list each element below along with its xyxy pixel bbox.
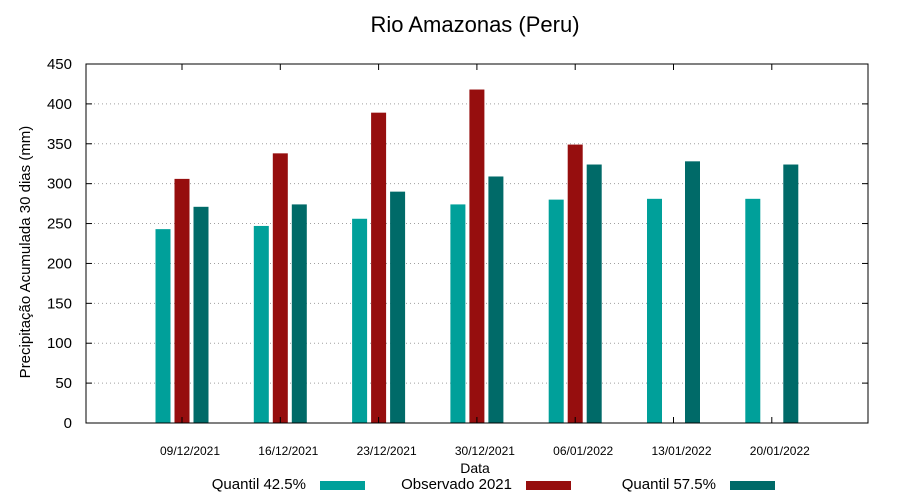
bar-2 <box>272 153 288 423</box>
legend-label: Quantil 57.5% <box>622 476 716 493</box>
bar-3 <box>291 204 307 423</box>
bar-2 <box>567 144 583 423</box>
bar-1 <box>450 204 466 423</box>
y-tick-label: 200 <box>47 255 72 272</box>
bar-1 <box>548 199 564 423</box>
axes-layer: 0 50 100 150 200 250 300 350 400 450 09/12/2021 16/… <box>47 56 869 458</box>
x-tick-label: 20/01/2022 <box>750 444 810 458</box>
chart-title: Rio Amazonas (Peru) <box>370 12 579 37</box>
x-tick-label: 30/12/2021 <box>455 444 515 458</box>
bar-1 <box>155 229 171 423</box>
x-tick-label: 06/01/2022 <box>553 444 613 458</box>
plot-frame <box>85 63 869 424</box>
x-tick-label: 13/01/2022 <box>651 444 711 458</box>
x-axis-label: Data <box>460 460 490 476</box>
bar-3 <box>783 164 799 423</box>
y-axis-label: Precipitação Acumulada 30 dias (mm) <box>17 126 34 379</box>
legend-swatch <box>320 481 365 490</box>
y-tick-label: 400 <box>47 96 72 113</box>
y-tick-label: 300 <box>47 176 72 193</box>
y-tick-label: 100 <box>47 335 72 352</box>
bar-3 <box>390 191 406 423</box>
bar-1 <box>647 198 662 423</box>
bar-2 <box>371 112 387 424</box>
bar-3 <box>193 206 209 423</box>
y-tick-label: 450 <box>47 56 72 73</box>
x-tick-label: 16/12/2021 <box>258 444 318 458</box>
x-tick-label: 23/12/2021 <box>357 444 417 458</box>
legend-label: Observado 2021 <box>401 476 512 493</box>
bar-3 <box>685 161 700 423</box>
bar-1 <box>253 225 269 423</box>
bars-layer <box>155 89 799 424</box>
bar-3 <box>488 176 504 423</box>
legend: Quantil 42.5% Observado 2021 Quantil 57.5% <box>212 476 775 493</box>
y-tick-label: 350 <box>47 136 72 153</box>
bar-2 <box>174 178 190 423</box>
y-tick-label: 150 <box>47 295 72 312</box>
y-tick-label: 50 <box>55 375 72 392</box>
bar-1 <box>745 198 761 423</box>
bar-3 <box>586 164 602 423</box>
legend-swatch <box>526 481 571 490</box>
legend-swatch <box>730 481 775 490</box>
y-tick-label: 0 <box>64 415 72 432</box>
bar-2 <box>469 89 485 423</box>
legend-label: Quantil 42.5% <box>212 476 306 493</box>
x-tick-label: 09/12/2021 <box>160 444 220 458</box>
bar-1 <box>352 218 368 423</box>
y-tick-label: 250 <box>47 216 72 233</box>
